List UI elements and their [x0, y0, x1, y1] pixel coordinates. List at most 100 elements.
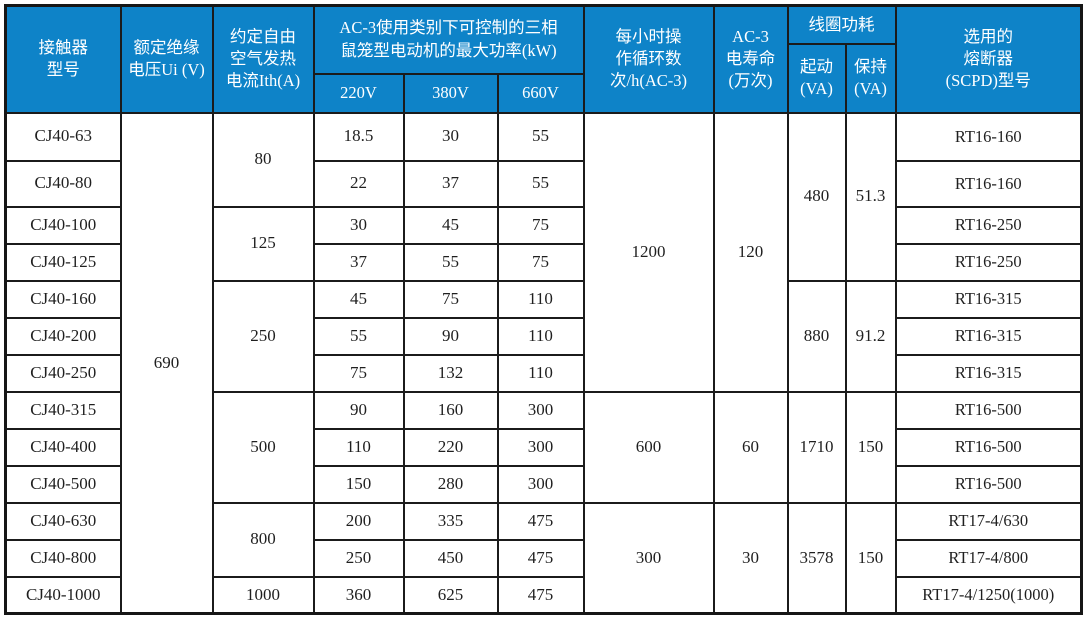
cell-power-220v: 250	[312, 538, 405, 578]
cell-power-380v: 450	[402, 538, 499, 578]
cell-thermal-current: 800	[211, 501, 315, 578]
table-header: 接触器 型号 额定绝缘 电压Ui (V) 约定自由 空气发热 电流Ith(A) …	[4, 4, 1083, 114]
cell-model: CJ40-400	[4, 427, 122, 467]
cell-fuse-type: RT17-4/630	[894, 501, 1083, 541]
cell-power-660v: 475	[496, 501, 585, 541]
cell-power-660v: 300	[496, 427, 585, 467]
cell-thermal-current: 500	[211, 390, 315, 504]
cell-power-220v: 18.5	[312, 111, 405, 162]
cell-rated-voltage: 690	[119, 111, 214, 615]
col-header-electrical-life: AC-3 电寿命 (万次)	[712, 4, 789, 114]
cell-model: CJ40-315	[4, 390, 122, 430]
cell-power-380v: 37	[402, 159, 499, 208]
cell-model: CJ40-200	[4, 316, 122, 356]
cell-fuse-type: RT17-4/800	[894, 538, 1083, 578]
col-header-rated-insulation-voltage: 额定绝缘 电压Ui (V)	[119, 4, 214, 114]
cell-model: CJ40-125	[4, 242, 122, 282]
cell-model: CJ40-250	[4, 353, 122, 393]
cell-model: CJ40-160	[4, 279, 122, 319]
col-header-fuse-type: 选用的 熔断器 (SCPD)型号	[894, 4, 1083, 114]
cell-operating-cycles: 600	[582, 390, 715, 504]
cell-coil-start-va: 1710	[786, 390, 847, 504]
cell-power-660v: 475	[496, 575, 585, 615]
cell-thermal-current: 80	[211, 111, 315, 208]
table-row: CJ40-160 250 45 75 110 880 91.2 RT16-315	[4, 279, 1083, 393]
cell-power-220v: 30	[312, 205, 405, 245]
cell-power-220v: 37	[312, 242, 405, 282]
cell-power-660v: 75	[496, 242, 585, 282]
cell-power-220v: 55	[312, 316, 405, 356]
table-row: CJ40-315 500 90 160 300 600 60 1710 150 RT16-500	[4, 390, 1083, 504]
cell-coil-start-va: 3578	[786, 501, 847, 615]
cell-fuse-type: RT16-500	[894, 464, 1083, 504]
cell-coil-hold-va: 51.3	[844, 111, 897, 282]
table-row: CJ40-125 37 55 75 RT16-250	[4, 242, 1083, 282]
cell-power-380v: 160	[402, 390, 499, 430]
cell-power-660v: 55	[496, 111, 585, 162]
col-header-thermal-current: 约定自由 空气发热 电流Ith(A)	[211, 4, 315, 114]
cell-thermal-current: 125	[211, 205, 315, 282]
cell-model: CJ40-100	[4, 205, 122, 245]
cell-thermal-current: 1000	[211, 575, 315, 615]
table-row: CJ40-100 125 30 45 75 RT16-250	[4, 205, 1083, 282]
cell-power-660v: 300	[496, 464, 585, 504]
cell-model: CJ40-800	[4, 538, 122, 578]
cell-power-220v: 90	[312, 390, 405, 430]
col-header-coil-power-group: 线圈功耗	[786, 4, 897, 45]
cell-power-380v: 220	[402, 427, 499, 467]
cell-power-220v: 200	[312, 501, 405, 541]
col-header-coil-start-va: 起动 (VA)	[786, 42, 847, 114]
cell-power-220v: 110	[312, 427, 405, 467]
contactor-spec-table: 接触器 型号 额定绝缘 电压Ui (V) 约定自由 空气发热 电流Ith(A) …	[4, 4, 1084, 615]
cell-power-380v: 90	[402, 316, 499, 356]
cell-power-220v: 75	[312, 353, 405, 393]
cell-fuse-type: RT16-160	[894, 159, 1083, 208]
cell-power-380v: 280	[402, 464, 499, 504]
cell-fuse-type: RT16-500	[894, 390, 1083, 430]
cell-electrical-life: 120	[712, 111, 789, 393]
cell-power-660v: 75	[496, 205, 585, 245]
cell-model: CJ40-80	[4, 159, 122, 208]
col-header-model: 接触器 型号	[4, 4, 122, 114]
cell-power-660v: 55	[496, 159, 585, 208]
cell-power-380v: 625	[402, 575, 499, 615]
table-row: CJ40-630 800 200 335 475 300 30 3578 150 RT17-4/6…	[4, 501, 1083, 615]
cell-coil-hold-va: 150	[844, 501, 897, 615]
cell-power-220v: 45	[312, 279, 405, 319]
cell-electrical-life: 60	[712, 390, 789, 504]
cell-power-660v: 110	[496, 279, 585, 319]
table-row: CJ40-400 110 220 300 RT16-500	[4, 427, 1083, 467]
table-body: CJ40-63 690 80 18.5 30 55 1200 120 480 51.3 RT16-1…	[4, 111, 1083, 615]
cell-model: CJ40-63	[4, 111, 122, 162]
cell-fuse-type: RT16-160	[894, 111, 1083, 162]
cell-operating-cycles: 300	[582, 501, 715, 615]
cell-fuse-type: RT16-500	[894, 427, 1083, 467]
col-header-ac3-max-power-group: AC-3使用类别下可控制的三相 鼠笼型电动机的最大功率(kW)	[312, 4, 585, 75]
table-row: CJ40-500 150 280 300 RT16-500	[4, 464, 1083, 504]
cell-power-380v: 132	[402, 353, 499, 393]
table-row: CJ40-250 75 132 110 RT16-315	[4, 353, 1083, 393]
cell-model: CJ40-630	[4, 501, 122, 541]
cell-power-380v: 335	[402, 501, 499, 541]
cell-fuse-type: RT16-315	[894, 279, 1083, 319]
cell-operating-cycles: 1200	[582, 111, 715, 393]
cell-coil-hold-va: 91.2	[844, 279, 897, 393]
table-row: CJ40-63 690 80 18.5 30 55 1200 120 480 51.3 RT16-1…	[4, 111, 1083, 615]
cell-model: CJ40-500	[4, 464, 122, 504]
cell-power-220v: 22	[312, 159, 405, 208]
cell-power-660v: 110	[496, 353, 585, 393]
cell-model: CJ40-1000	[4, 575, 122, 615]
cell-thermal-current: 250	[211, 279, 315, 393]
cell-electrical-life: 30	[712, 501, 789, 615]
cell-power-660v: 300	[496, 390, 585, 430]
cell-fuse-type: RT16-315	[894, 316, 1083, 356]
cell-power-380v: 75	[402, 279, 499, 319]
cell-fuse-type: RT16-315	[894, 353, 1083, 393]
table-row: CJ40-200 55 90 110 RT16-315	[4, 316, 1083, 356]
cell-power-380v: 55	[402, 242, 499, 282]
table-row: CJ40-800 250 450 475 RT17-4/800	[4, 538, 1083, 578]
col-header-380v: 380V	[402, 72, 499, 114]
col-header-operating-cycles: 每小时操 作循环数 次/h(AC-3)	[582, 4, 715, 114]
cell-coil-start-va: 480	[786, 111, 847, 282]
